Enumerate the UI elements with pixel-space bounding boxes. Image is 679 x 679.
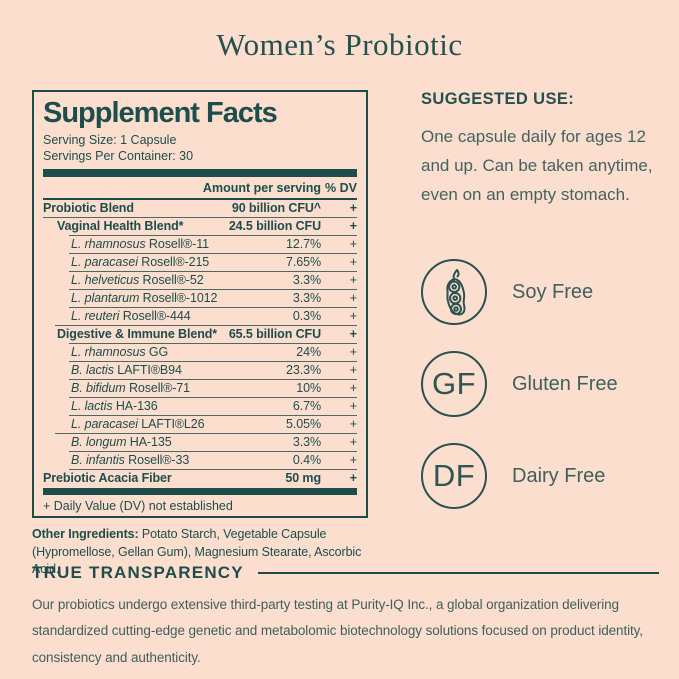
servings-per-container: Servings Per Container: 30 bbox=[43, 148, 194, 163]
row-divider bbox=[69, 235, 357, 237]
row-divider bbox=[69, 469, 357, 471]
serving-size: Serving Size: 1 Capsule bbox=[43, 132, 177, 147]
supplement-facts-panel: Supplement Facts Serving Size: 1 Capsule… bbox=[32, 90, 368, 518]
supplement-row: L. plantarum Rosell®-1012 3.3% + bbox=[71, 291, 357, 306]
row-divider bbox=[69, 379, 357, 381]
thick-divider-bottom bbox=[43, 488, 357, 496]
row-divider bbox=[55, 433, 357, 435]
badge-label: Gluten Free bbox=[512, 372, 618, 395]
supplement-row: L. reuteri Rosell®-444 0.3% + bbox=[71, 309, 357, 324]
page-title: Women’s Probiotic bbox=[216, 27, 463, 62]
row-divider bbox=[69, 289, 357, 291]
badge-soy-free: Soy Free bbox=[421, 259, 618, 325]
other-ingredients-label: Other Ingredients: bbox=[32, 527, 139, 541]
supplement-row: L. rhamnosus Rosell®-11 12.7% + bbox=[71, 237, 357, 252]
heading-rule bbox=[257, 572, 659, 574]
gluten-free-icon: GF bbox=[421, 351, 487, 417]
supplement-row: L. rhamnosus GG 24% + bbox=[71, 345, 357, 360]
supplement-row: B. bifidum Rosell®-71 10% + bbox=[71, 381, 357, 396]
supplement-row: Vaginal Health Blend* 24.5 billion CFU + bbox=[57, 219, 357, 234]
supplement-row: L. paracasei Rosell®-215 7.65% + bbox=[71, 255, 357, 270]
supplement-facts-title: Supplement Facts bbox=[43, 97, 278, 129]
supplement-row: B. lactis LAFTI®B94 23.3% + bbox=[71, 363, 357, 378]
badge-initials: GF bbox=[431, 366, 477, 401]
row-divider bbox=[55, 325, 357, 327]
thick-divider-top bbox=[43, 169, 357, 178]
row-divider bbox=[69, 253, 357, 255]
row-divider bbox=[69, 271, 357, 273]
other-ingredients-text: Potato Starch, Vegetable Capsule (Hyprom… bbox=[32, 527, 362, 576]
supplement-row: L. helveticus Rosell®-52 3.3% + bbox=[71, 273, 357, 288]
row-divider bbox=[43, 217, 357, 219]
supplement-row: Digestive & Immune Blend* 65.5 billion CF… bbox=[57, 327, 357, 342]
table-header: Amount per serving % DV bbox=[43, 177, 357, 201]
supplement-row: Probiotic Blend 90 billion CFU^ + bbox=[43, 201, 357, 216]
transparency-section: TRUE TRANSPARENCY Our probiotics undergo… bbox=[32, 563, 659, 671]
row-divider bbox=[69, 415, 357, 417]
row-divider bbox=[69, 451, 357, 453]
row-divider bbox=[69, 361, 357, 363]
supplement-row: B. infantis Rosell®-33 0.4% + bbox=[71, 453, 357, 468]
row-divider bbox=[69, 343, 357, 345]
badge-gluten-free: GF Gluten Free bbox=[421, 351, 618, 417]
soy-pod-icon bbox=[421, 259, 487, 325]
dv-footnote: + Daily Value (DV) not established bbox=[43, 499, 233, 514]
transparency-text: Our probiotics undergo extensive third-p… bbox=[32, 597, 643, 665]
column-header-amount: Amount per serving bbox=[202, 181, 321, 196]
row-divider bbox=[69, 397, 357, 399]
suggested-use-section: SUGGESTED USE: One capsule daily for age… bbox=[421, 90, 669, 210]
supplement-row: Prebiotic Acacia Fiber 50 mg + bbox=[43, 471, 357, 486]
row-divider bbox=[69, 307, 357, 309]
badge-dairy-free: DF Dairy Free bbox=[421, 443, 618, 509]
badge-list: Soy Free GF Gluten Free DF Dairy Free bbox=[421, 259, 618, 535]
transparency-heading: TRUE TRANSPARENCY bbox=[32, 563, 244, 582]
badge-initials: DF bbox=[432, 458, 476, 493]
badge-label: Soy Free bbox=[512, 280, 594, 303]
suggested-use-text: One capsule daily for ages 12 and up. Ca… bbox=[421, 127, 653, 205]
dairy-free-icon: DF bbox=[421, 443, 487, 509]
suggested-use-heading: SUGGESTED USE: bbox=[421, 90, 575, 108]
other-ingredients: Other Ingredients: Potato Starch, Vegeta… bbox=[32, 526, 384, 579]
supplement-row: L. lactis HA-136 6.7% + bbox=[71, 399, 357, 414]
supplement-row: L. paracasei LAFTI®L26 5.05% + bbox=[71, 417, 357, 432]
supplement-row: B. longum HA-135 3.3% + bbox=[71, 435, 357, 450]
supplement-rows: Probiotic Blend 90 billion CFU^ + Vaginal H… bbox=[43, 200, 357, 487]
column-header-dv: % DV bbox=[325, 181, 357, 196]
badge-label: Dairy Free bbox=[512, 464, 606, 487]
